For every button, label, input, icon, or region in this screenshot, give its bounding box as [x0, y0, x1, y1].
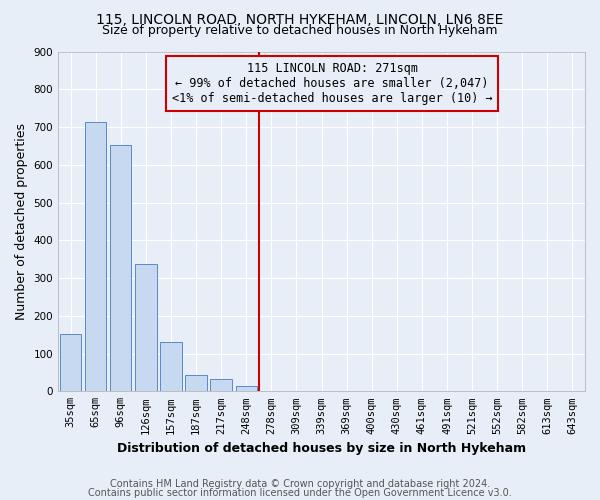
Text: Contains HM Land Registry data © Crown copyright and database right 2024.: Contains HM Land Registry data © Crown c… — [110, 479, 490, 489]
Bar — [135, 264, 157, 392]
Bar — [211, 379, 232, 392]
Bar — [85, 122, 106, 392]
Text: Size of property relative to detached houses in North Hykeham: Size of property relative to detached ho… — [102, 24, 498, 37]
Text: Contains public sector information licensed under the Open Government Licence v3: Contains public sector information licen… — [88, 488, 512, 498]
Bar — [60, 334, 81, 392]
Text: 115 LINCOLN ROAD: 271sqm
← 99% of detached houses are smaller (2,047)
<1% of sem: 115 LINCOLN ROAD: 271sqm ← 99% of detach… — [172, 62, 493, 104]
X-axis label: Distribution of detached houses by size in North Hykeham: Distribution of detached houses by size … — [117, 442, 526, 455]
Text: 115, LINCOLN ROAD, NORTH HYKEHAM, LINCOLN, LN6 8EE: 115, LINCOLN ROAD, NORTH HYKEHAM, LINCOL… — [97, 12, 503, 26]
Bar — [110, 145, 131, 392]
Bar — [160, 342, 182, 392]
Y-axis label: Number of detached properties: Number of detached properties — [15, 123, 28, 320]
Bar — [236, 386, 257, 392]
Bar — [185, 375, 207, 392]
